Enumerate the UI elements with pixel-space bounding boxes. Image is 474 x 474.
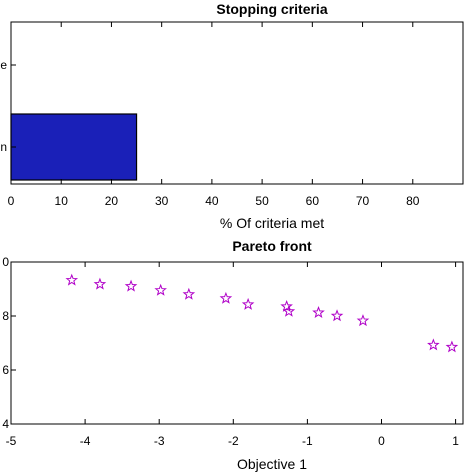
scatter-x-tick-label: -1 [302, 434, 313, 448]
scatter-x-tick-label: -4 [80, 434, 91, 448]
bar-x-tick-label: 40 [205, 194, 219, 208]
scatter-point [182, 287, 196, 300]
scatter-chart-axes-frame [10, 261, 464, 425]
scatter-x-tick-label: -3 [154, 434, 165, 448]
scatter-point [219, 291, 233, 304]
bar-y-tick-label: n [0, 140, 7, 154]
bar-chart-x-axis-label: % Of criteria met [220, 215, 324, 231]
scatter-y-tick-label: 0 [2, 255, 9, 269]
scatter-point [312, 306, 325, 318]
bar-x-tick-label: 20 [105, 194, 119, 208]
scatter-point [282, 304, 296, 317]
bar-x-tick-label: 80 [406, 194, 420, 208]
scatter-x-tick-label: 1 [452, 434, 459, 448]
scatter-point [356, 314, 370, 327]
scatter-point [427, 338, 440, 351]
bar-chart-axes-frame [10, 21, 464, 185]
bar-x-tick-label: 60 [306, 194, 320, 208]
bar-chart-title: Stopping criteria [216, 1, 327, 17]
scatter-point [330, 309, 344, 322]
scatter-point [280, 299, 293, 312]
scatter-x-tick-label: 0 [378, 434, 385, 448]
bar-plot-area: e n 0 10 20 30 40 50 60 70 80 [0, 22, 420, 208]
scatter-point [93, 277, 107, 290]
bar-x-tick-label: 50 [255, 194, 269, 208]
scatter-x-tick-label: -2 [228, 434, 239, 448]
scatter-chart-title: Pareto front [232, 238, 312, 254]
bar-x-tick-label: 30 [155, 194, 169, 208]
bar-y-tick-label: e [0, 58, 7, 72]
scatter-point [65, 273, 79, 286]
scatter-point [445, 340, 459, 353]
scatter-point [154, 283, 167, 296]
bar-x-tick-label: 0 [8, 194, 15, 208]
bar-n [10, 113, 138, 181]
scatter-x-tick-label: -5 [6, 434, 17, 448]
scatter-y-tick-label: 8 [2, 309, 9, 323]
bar-x-tick-label: 70 [356, 194, 370, 208]
scatter-chart-x-axis-label: Objective 1 [237, 456, 307, 472]
scatter-point [241, 297, 255, 310]
scatter-y-tick-label: 6 [2, 363, 9, 377]
scatter-point [124, 279, 138, 292]
bar-x-tick-label: 10 [55, 194, 69, 208]
scatter-y-tick-label: 4 [2, 417, 9, 431]
